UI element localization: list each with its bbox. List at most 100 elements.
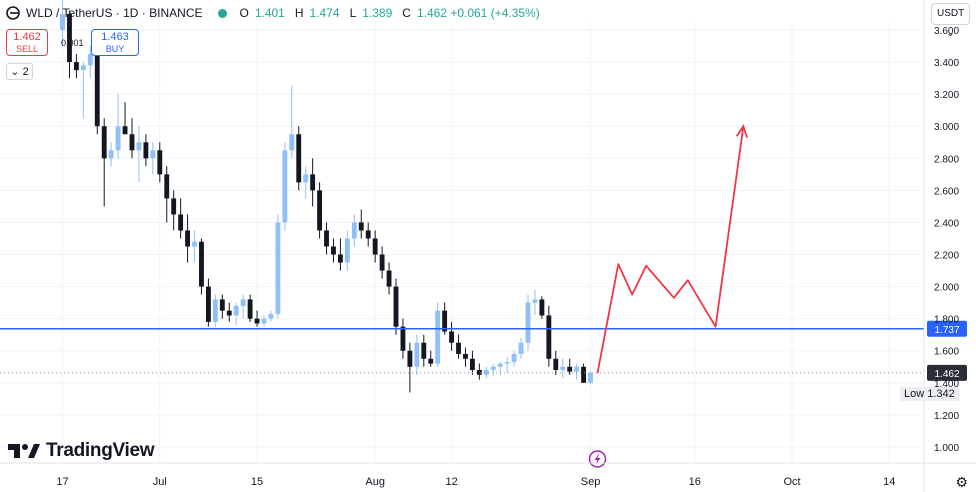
candle — [449, 321, 455, 351]
candle — [122, 102, 128, 135]
candle-body — [240, 299, 246, 306]
candle — [476, 363, 482, 380]
candle-body — [80, 65, 86, 71]
candle-body — [199, 241, 204, 287]
candle-body — [442, 310, 448, 332]
candle-body — [60, 13, 65, 31]
candle-body — [150, 150, 156, 159]
candle-body — [456, 342, 461, 354]
candle — [553, 350, 559, 375]
y-tick-label: 1.200 — [934, 411, 959, 422]
candle — [358, 209, 364, 239]
candle — [136, 126, 142, 183]
candle — [463, 347, 468, 367]
candle-body — [115, 126, 121, 151]
candle — [157, 142, 163, 183]
candle — [178, 198, 184, 239]
buy-price: 1.463 — [101, 31, 129, 43]
candle — [400, 318, 406, 359]
candle-body — [303, 174, 309, 183]
chevron-down-icon: ⌄ — [946, 28, 955, 39]
candle-body — [178, 214, 184, 231]
candle — [219, 294, 225, 319]
x-tick-label: 12 — [445, 476, 457, 488]
candle — [171, 190, 177, 231]
candle — [421, 334, 427, 367]
sell-button[interactable]: 1.462 SELL — [6, 29, 48, 56]
time-axis: 17 Jul 15 Aug 12 Sep 16 Oct 14 — [0, 462, 976, 488]
gear-icon[interactable]: ⚙ — [955, 474, 968, 490]
candle-body — [317, 190, 323, 231]
candle — [143, 134, 149, 167]
candle-body — [469, 358, 475, 370]
candle — [588, 370, 593, 385]
indicators-toggle-button[interactable]: ⌄ 2 — [6, 63, 33, 80]
candle — [282, 142, 288, 231]
candle — [212, 294, 218, 327]
candle — [296, 126, 302, 191]
candle-body — [567, 366, 573, 372]
candle — [337, 238, 343, 271]
candle-body — [483, 369, 489, 375]
y-tick-label: 3.400 — [934, 58, 959, 69]
candle — [129, 118, 135, 159]
candle — [539, 296, 545, 319]
candle-body — [504, 361, 510, 364]
candle-body — [365, 230, 371, 239]
candle — [261, 315, 267, 327]
candle-body — [185, 230, 191, 247]
candle-body — [497, 363, 503, 367]
candle — [442, 302, 448, 335]
candle — [414, 334, 420, 375]
brand-name: TradingView — [46, 440, 155, 461]
candle-body — [129, 134, 135, 151]
candle-body — [407, 350, 413, 367]
symbol-title[interactable]: WLD / TetherUS · 1D · BINANCE — [26, 6, 203, 20]
x-tick-label: 16 — [689, 476, 701, 488]
high-value: 1.474 — [309, 6, 340, 20]
candle-body — [539, 299, 545, 316]
candle — [351, 214, 357, 247]
currency-label: USDT — [936, 8, 965, 19]
candle — [233, 302, 239, 326]
candle-body — [226, 310, 232, 316]
candle — [365, 222, 371, 247]
candle-body — [324, 230, 329, 247]
y-tick-label: 1.000 — [934, 443, 959, 454]
currency-button[interactable]: USDT ⌄ — [931, 3, 970, 39]
x-tick-label: 14 — [883, 476, 895, 488]
candle — [205, 278, 211, 327]
x-tick-label: Aug — [365, 476, 385, 488]
candle-body — [574, 366, 580, 372]
candle — [518, 337, 524, 359]
candle — [483, 366, 489, 379]
y-tick-label: 1.800 — [934, 315, 959, 326]
high-label: H — [294, 6, 304, 20]
candle-body — [101, 126, 107, 159]
buy-button[interactable]: 1.463 BUY — [91, 29, 139, 56]
candle — [567, 358, 573, 375]
tradingview-logo[interactable]: TradingView — [8, 440, 155, 462]
candle — [525, 294, 531, 351]
y-tick-label: 3.200 — [934, 90, 959, 101]
low-tag-label: Low — [904, 388, 925, 400]
candle-body — [435, 310, 441, 364]
candle-body — [560, 366, 566, 370]
candle-body — [344, 238, 350, 263]
candle — [407, 342, 413, 393]
candle-body — [428, 358, 434, 364]
candle — [108, 142, 114, 167]
close-label: C — [402, 6, 411, 20]
candle-body — [581, 366, 587, 383]
candle-body — [414, 342, 420, 367]
candle-body — [73, 62, 79, 71]
candle — [199, 238, 204, 295]
candle-body — [358, 222, 364, 231]
candle-body — [372, 238, 378, 255]
candle — [60, 0, 65, 47]
candle-body — [490, 366, 496, 370]
candle-body — [219, 299, 225, 311]
y-tick-label: 2.800 — [934, 154, 959, 165]
chart-overlays: 1.737 1.462 — [0, 124, 967, 468]
